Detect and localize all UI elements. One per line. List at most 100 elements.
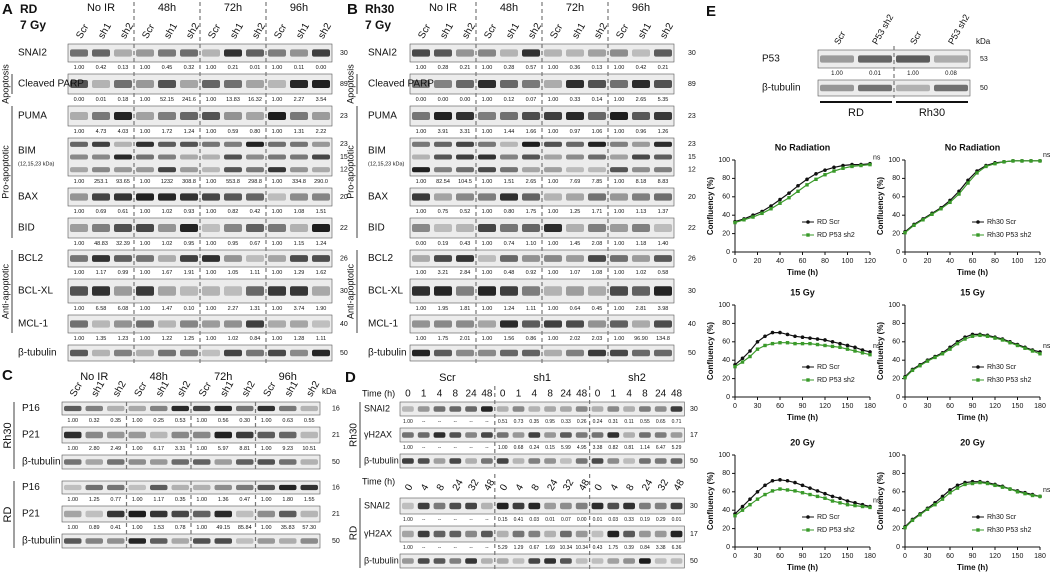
quant-value: 1.00: [548, 241, 559, 247]
point: [740, 504, 745, 509]
quant-value: 57.30: [302, 525, 316, 531]
quant-value: 1.00: [67, 418, 78, 424]
quant-value: 0.14: [592, 97, 603, 103]
quant-value: --: [454, 445, 458, 451]
quant-value: 1.72: [162, 129, 173, 135]
quant-value: --: [469, 545, 473, 551]
band: [224, 286, 242, 296]
point: [1008, 341, 1012, 345]
band: [496, 432, 509, 438]
band: [257, 484, 275, 491]
x-tick-label: 60: [946, 403, 954, 410]
band: [632, 80, 650, 88]
band: [224, 154, 242, 160]
legend-marker: [976, 233, 980, 237]
quant-value: 1.18: [636, 241, 647, 247]
quant-value: 1.00: [74, 179, 85, 185]
band: [434, 141, 452, 147]
legend-label: RD P53 sh2: [817, 377, 855, 384]
band: [566, 349, 584, 357]
quant-value: 4.03: [118, 129, 129, 135]
band: [64, 405, 82, 412]
band: [820, 55, 854, 63]
band: [639, 530, 651, 538]
band: [312, 167, 330, 173]
time-point: 8: [453, 389, 459, 400]
quant-value: 334.8: [292, 179, 306, 185]
time-point: 24: [466, 389, 478, 400]
quant-value: 3.21: [438, 270, 449, 276]
band: [202, 141, 220, 147]
band: [528, 458, 541, 464]
quant-value: 1.00: [614, 179, 625, 185]
band: [456, 49, 474, 57]
band: [70, 141, 88, 147]
band: [575, 432, 588, 438]
group-label: sh1: [533, 372, 551, 384]
quant-value: 5.29: [498, 545, 508, 551]
band: [246, 286, 264, 296]
band: [158, 154, 176, 160]
quant-value: 1.00: [272, 306, 283, 312]
kda-label: 26: [340, 255, 348, 262]
kda-label: 22: [688, 225, 696, 232]
x-tick-label: 0: [733, 258, 737, 265]
point: [1011, 159, 1015, 163]
y-tick-label: 80: [892, 175, 900, 182]
y-tick-label: 40: [722, 357, 730, 364]
band: [224, 167, 242, 173]
quant-value: 1.00: [482, 65, 493, 71]
point: [830, 499, 835, 503]
protein-label: BID: [368, 223, 385, 234]
panel-letter: A: [2, 1, 13, 18]
kda-label: 50: [332, 459, 340, 466]
legend-label: Rh30 Scr: [987, 514, 1017, 521]
quant-value: 1.90: [316, 306, 327, 312]
time-point: 48: [481, 389, 493, 400]
category-label: Pro-apoptotic: [345, 145, 355, 199]
band: [481, 458, 493, 464]
point: [925, 359, 930, 363]
point: [984, 164, 988, 169]
x-tick-label: 80: [991, 258, 999, 265]
point: [978, 333, 982, 338]
quant-value: 1.23: [118, 336, 129, 342]
group-label: 72h: [224, 2, 242, 14]
legend-label: RD Scr: [817, 514, 840, 521]
band: [654, 558, 667, 564]
band: [214, 431, 232, 439]
quant-value: 1.10: [526, 241, 537, 247]
band: [500, 255, 518, 262]
band: [591, 432, 604, 438]
quant-value: 0.84: [640, 545, 650, 551]
band: [588, 320, 606, 328]
time-label: Time (h): [362, 388, 395, 398]
protein-label: β-tubulin: [762, 83, 801, 94]
point: [963, 482, 967, 487]
point: [853, 503, 857, 508]
band: [654, 80, 672, 88]
series-line: [904, 160, 1040, 234]
band: [632, 154, 650, 160]
x-tick-label: 30: [754, 553, 762, 560]
time-point: 32: [561, 477, 576, 493]
quant-value: 1.00: [482, 336, 493, 342]
time-point: 4: [419, 482, 432, 493]
y-tick-label: 0: [896, 249, 900, 256]
panel-letter: C: [2, 367, 13, 384]
band: [202, 167, 220, 173]
quant-value: 1.25: [570, 209, 581, 215]
kda-label: 40: [688, 321, 696, 328]
quant-value: 6.17: [153, 446, 164, 452]
quant-value: 0.00: [416, 241, 427, 247]
band: [268, 255, 286, 262]
band: [478, 112, 496, 120]
quant-value: 1.17: [96, 270, 107, 276]
point: [930, 212, 934, 216]
quant-value: 0.96: [636, 129, 647, 135]
band: [575, 458, 588, 464]
band: [528, 558, 541, 564]
band: [481, 502, 493, 510]
quant-value: 1.00: [548, 97, 559, 103]
quant-value: 6.47: [656, 445, 666, 451]
